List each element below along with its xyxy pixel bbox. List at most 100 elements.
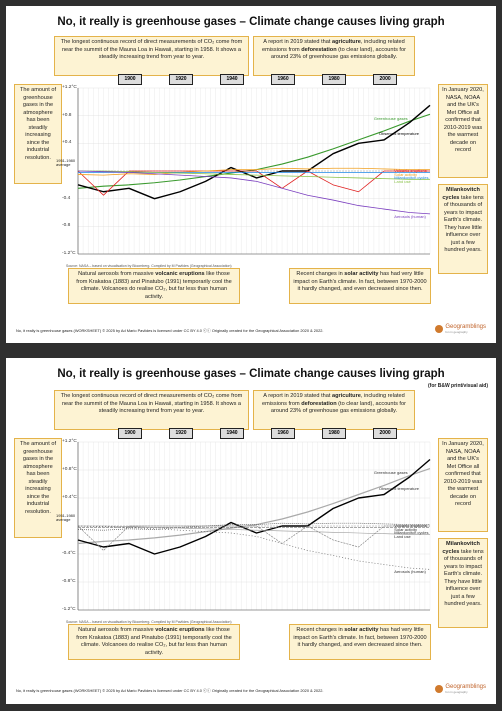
amount-ghg-box: The amount of greenhouse gases in the at… <box>14 84 62 184</box>
milank-bold-bw: Milankovitch cycles <box>442 541 480 555</box>
amount-ghg-text-bw: The amount of greenhouse gases in the at… <box>19 441 57 515</box>
series-label-solar: Solar activity <box>394 171 417 177</box>
chart-source: Source: NASA – based on visualisation by… <box>66 264 232 268</box>
series-line-observed <box>77 104 431 200</box>
y-tick-label: -0.4 <box>62 195 71 201</box>
series-label-aerosols: Aerosols (human) <box>394 213 426 219</box>
agriculture-text-3-bw: (to clear land), accounts for around 23%… <box>270 400 406 415</box>
mauna-loa-box-bw: The longest continuous record of direct … <box>54 390 249 430</box>
solar-bold: solar activity <box>344 271 379 277</box>
baseline-label: 1951-1980 average <box>56 513 76 523</box>
chart-svg <box>77 87 431 255</box>
agriculture-bold: agriculture <box>331 39 361 45</box>
geogramblings-logo: Geogramblings fun in geography <box>435 324 486 334</box>
worksheet-page-colour: No, it really is greenhouse gases – Clim… <box>6 6 496 343</box>
volcanic-text-2-bw: like those from Krakatoa (1883) and Pina… <box>76 627 232 656</box>
year-tag: 1980 <box>322 428 347 439</box>
volcanic-bold-bw: volcanic eruptions <box>155 627 205 633</box>
solar-box: Recent changes in solar activity has had… <box>289 268 431 304</box>
series-line-volcanic <box>77 525 430 551</box>
volcanic-text-1: Natural aerosols from massive <box>78 271 156 277</box>
y-tick-label: +0.4°C <box>62 495 77 500</box>
baseline-label: 1951-1980 average <box>56 158 76 168</box>
page-title: No, it really is greenhouse gases – Clim… <box>57 16 445 28</box>
warmest-text-bw: In January 2020, NASA, NOAA and the UK's… <box>442 441 484 508</box>
year-tag: 1940 <box>220 428 245 439</box>
amount-ghg-box-bw: The amount of greenhouse gases in the at… <box>14 438 62 538</box>
year-tag: 1900 <box>118 74 142 85</box>
series-line-volcanic <box>77 170 430 196</box>
agriculture-text-2-bw: , including related emissions from <box>262 393 405 407</box>
y-tick-label: +0.8 <box>62 112 72 118</box>
mauna-loa-text: The longest continuous record of direct … <box>60 39 243 61</box>
volcanic-bold: volcanic eruptions <box>155 271 205 277</box>
series-label-observed: Observed temperature <box>378 130 420 136</box>
series-line-land <box>78 525 430 535</box>
logo-icon-bw <box>435 685 444 693</box>
amount-ghg-text: The amount of greenhouse gases in the at… <box>19 87 57 161</box>
logo-icon <box>435 325 444 333</box>
volcanic-text-1-bw: Natural aerosols from massive <box>78 627 156 633</box>
milankovitch-box: Milankovitch cycles take tens of thousan… <box>438 184 488 274</box>
y-tick-label: +0.8°C <box>62 467 77 472</box>
solar-text-2: has had very little impact on Earth's cl… <box>293 271 427 293</box>
solar-box-bw: Recent changes in solar activity has had… <box>289 624 431 660</box>
volcanic-box: Natural aerosols from massive volcanic e… <box>68 268 240 304</box>
year-tag: 2000 <box>373 74 398 85</box>
logo-name-bw: Geogramblings <box>445 684 486 690</box>
year-tag: 1960 <box>271 428 296 439</box>
series-label-milank: Milankovitch cycles <box>394 175 429 181</box>
series-label-volcanic: Volcanic eruptions <box>394 167 427 173</box>
y-tick-label: +1.2°C <box>62 85 77 90</box>
logo-name: Geogramblings <box>445 324 486 330</box>
series-line-solar <box>77 522 430 531</box>
deforestation-bold: deforestation <box>301 46 337 53</box>
series-line-aerosols <box>77 170 431 215</box>
y-tick-label: +1.2°C <box>62 439 77 444</box>
chart-svg <box>77 441 431 611</box>
series-label-land: Land use <box>394 179 411 185</box>
solar-bold-bw: solar activity <box>344 627 379 633</box>
license-footer-bw: No, it really is greenhouse gases (WORKS… <box>16 688 324 693</box>
living-graph-bw: +1.2°C +0.8°C +0.4°C -0.4°C -0.8°C -1.2°C 1951… <box>56 428 434 616</box>
year-tag: 2000 <box>373 428 398 439</box>
volcanic-box-bw: Natural aerosols from massive volcanic e… <box>68 624 240 660</box>
year-tag: 1980 <box>322 74 347 85</box>
year-tag: 1940 <box>220 74 245 85</box>
page-title-bw: No, it really is greenhouse gases – Clim… <box>57 368 445 380</box>
bw-subtitle: (for B&W print/visual aid) <box>428 383 488 389</box>
agriculture-text-3: (to clear land), accounts for around 23%… <box>270 46 406 61</box>
y-tick-label: -1.2°C <box>62 607 76 612</box>
y-tick-label: -0.8°C <box>62 579 76 584</box>
warmest-decade-box: In January 2020, NASA, NOAA and the UK's… <box>438 84 488 178</box>
y-tick-label: +0.4 <box>62 140 72 146</box>
milank-text-bw: take tens of thousands of years to impac… <box>443 548 484 608</box>
geogramblings-logo-bw: Geogramblings fun in geography <box>435 684 486 694</box>
license-footer: No, it really is greenhouse gases (WORKS… <box>16 328 324 333</box>
worksheet-page-bw: No, it really is greenhouse gases – Clim… <box>6 358 496 704</box>
y-tick-label: -1.2°C <box>62 251 76 256</box>
volcanic-text-2: like those from Krakatoa (1883) and Pina… <box>76 271 232 300</box>
chart-source-bw: Source: NASA – based on visualisation by… <box>66 620 232 624</box>
series-label-ghg: Greenhouse gases <box>373 115 408 121</box>
series-line-solar <box>77 167 430 176</box>
mauna-loa-box: The longest continuous record of direct … <box>54 36 249 76</box>
logo-tag-bw: fun in geography <box>445 690 468 694</box>
solar-text-1: Recent changes in <box>296 271 345 277</box>
series-label-ghg: Greenhouse gases <box>373 470 408 476</box>
agriculture-box-bw: A report in 2019 stated that agriculture… <box>253 390 415 430</box>
logo-tag: fun in geography <box>445 330 468 334</box>
y-tick-label: -0.4°C <box>62 551 76 556</box>
agriculture-box: A report in 2019 stated that agriculture… <box>253 36 415 76</box>
series-label-aerosols: Aerosols (human) <box>394 569 426 575</box>
warmest-decade-box-bw: In January 2020, NASA, NOAA and the UK's… <box>438 438 488 532</box>
mauna-loa-text-bw: The longest continuous record of direct … <box>60 393 243 415</box>
milank-text: take tens of thousands of years to impac… <box>443 194 484 254</box>
series-line-observed <box>77 458 431 555</box>
series-label-volcanic: Volcanic eruptions <box>394 522 427 528</box>
series-line-land <box>78 170 430 180</box>
series-label-land: Land use <box>394 534 411 540</box>
year-tag: 1920 <box>169 428 194 439</box>
y-tick-label: -0.8 <box>62 223 71 229</box>
year-tag: 1900 <box>118 428 142 439</box>
